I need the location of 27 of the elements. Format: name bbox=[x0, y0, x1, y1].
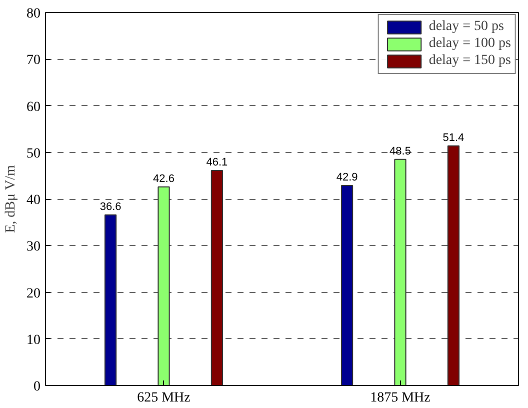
bar bbox=[340, 184, 354, 386]
y-tick-label: 80 bbox=[26, 6, 40, 22]
y-tick-label: 10 bbox=[26, 332, 40, 348]
bar bbox=[104, 214, 117, 386]
data-label: 42.9 bbox=[336, 171, 358, 184]
y-tick-label: 50 bbox=[26, 146, 40, 162]
y-tick-label: 70 bbox=[26, 53, 40, 68]
legend-label: delay = 150 ps bbox=[428, 53, 511, 69]
data-label: 42.6 bbox=[153, 172, 174, 185]
y-tick-label: 30 bbox=[26, 240, 40, 255]
y-tick-label: 0 bbox=[34, 380, 40, 394]
data-label: 36.6 bbox=[100, 200, 122, 213]
y-tick-label: 20 bbox=[26, 286, 40, 302]
data-label: 48.5 bbox=[390, 145, 411, 158]
x-tick-label: 625 MHz bbox=[137, 390, 190, 406]
bar bbox=[394, 158, 406, 386]
x-tick-label: 1875 MHz bbox=[370, 390, 430, 406]
data-label: 46.1 bbox=[206, 156, 228, 169]
legend-label: delay = 50 ps bbox=[428, 19, 504, 35]
data-label: 51.4 bbox=[442, 132, 464, 144]
y-tick-label: 40 bbox=[26, 193, 40, 208]
legend-label: delay = 100 ps bbox=[428, 36, 511, 52]
bar bbox=[210, 170, 224, 386]
y-tick-label: 60 bbox=[26, 100, 40, 115]
bar bbox=[447, 145, 460, 386]
y-axis-title: E, dBμ V/m bbox=[4, 164, 18, 233]
bar bbox=[158, 186, 170, 386]
